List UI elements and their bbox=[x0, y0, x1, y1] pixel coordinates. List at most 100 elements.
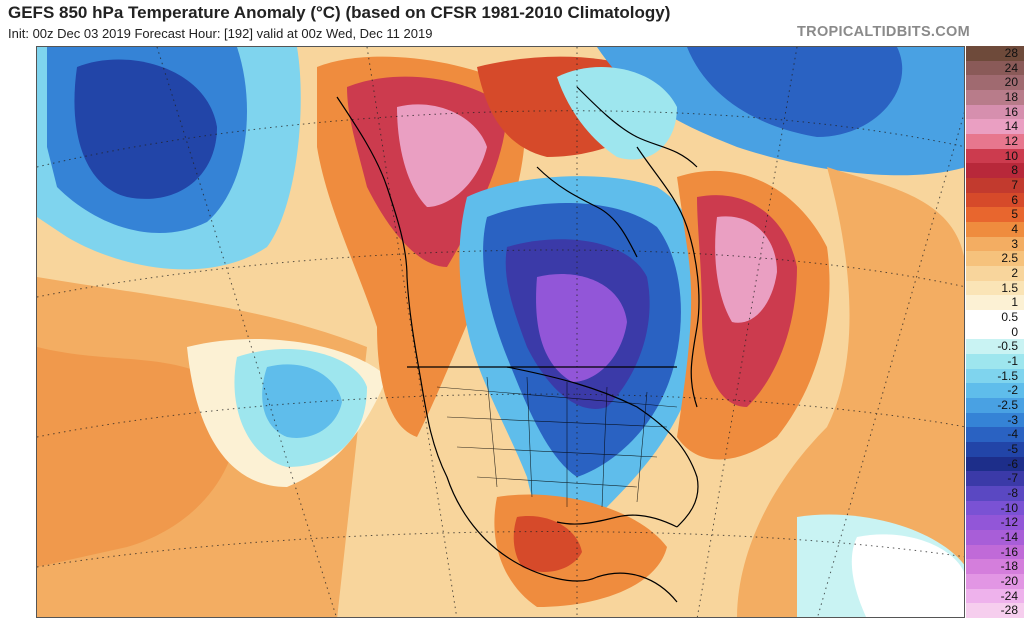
state-borders bbox=[436, 376, 678, 508]
colorbar-step: 0 bbox=[966, 324, 1024, 340]
colorbar-label: 28 bbox=[1004, 46, 1018, 60]
colorbar-label: 10 bbox=[1004, 148, 1018, 163]
colorbar-label: 16 bbox=[1004, 104, 1018, 119]
colorbar-swatch bbox=[966, 75, 1024, 90]
colorbar-step: -6 bbox=[966, 456, 1024, 472]
colorbar-label: 1.5 bbox=[1001, 280, 1018, 295]
colorbar-step: 3 bbox=[966, 236, 1024, 252]
colorbar-step: 1.5 bbox=[966, 280, 1024, 296]
colorbar-step: -20 bbox=[966, 574, 1024, 589]
colorbar-swatch bbox=[966, 500, 1024, 516]
colorbar-label: -16 bbox=[1000, 544, 1018, 559]
colorbar-label: 0.5 bbox=[1001, 310, 1018, 324]
colorbar-label: 6 bbox=[1011, 192, 1018, 207]
colorbar-label: -2 bbox=[1007, 383, 1018, 398]
colorbar-label: -1 bbox=[1007, 354, 1018, 368]
colorbar-step: 7 bbox=[966, 178, 1024, 193]
colorbar-label: 2 bbox=[1011, 266, 1018, 280]
warm-atlantic-peak bbox=[715, 216, 777, 323]
colorbar-step: -14 bbox=[966, 530, 1024, 545]
colorbar-label: 24 bbox=[1004, 60, 1018, 75]
colorbar-label: -5 bbox=[1007, 442, 1018, 456]
colorbar-step: -4 bbox=[966, 427, 1024, 442]
warm-mexico-core bbox=[513, 516, 582, 572]
cold-pacific-deep bbox=[74, 59, 217, 199]
colorbar-swatch bbox=[966, 46, 1024, 61]
colorbar-step: 18 bbox=[966, 90, 1024, 105]
colorbar-label: -0.5 bbox=[997, 339, 1018, 354]
colorbar-label: 1 bbox=[1011, 295, 1018, 310]
colorbar-swatch bbox=[966, 515, 1024, 530]
colorbar-step: -2 bbox=[966, 383, 1024, 398]
cold-trough-core bbox=[536, 274, 627, 382]
colorbar-swatch bbox=[966, 412, 1024, 428]
colorbar-swatch bbox=[966, 148, 1024, 164]
page-title: GEFS 850 hPa Temperature Anomaly (°C) (b… bbox=[8, 3, 671, 22]
colorbar-step: 1 bbox=[966, 295, 1024, 310]
colorbar-step: 16 bbox=[966, 104, 1024, 120]
colorbar-swatch bbox=[966, 236, 1024, 252]
colorbar-step: -7 bbox=[966, 471, 1024, 486]
colorbar-step: 8 bbox=[966, 163, 1024, 178]
colorbar-label: -4 bbox=[1007, 427, 1018, 442]
colorbar-swatch bbox=[966, 383, 1024, 398]
colorbar-swatch bbox=[966, 266, 1024, 281]
colorbar-step: 20 bbox=[966, 75, 1024, 90]
colorbar-label: 7 bbox=[1011, 178, 1018, 192]
colorbar-step: 24 bbox=[966, 60, 1024, 76]
warm-atlantic-east bbox=[737, 167, 964, 617]
colorbar-swatch bbox=[966, 442, 1024, 457]
colorbar-label: -24 bbox=[1000, 588, 1018, 603]
colorbar-step: 2 bbox=[966, 266, 1024, 281]
colorbar-swatch bbox=[966, 280, 1024, 296]
colorbar-step: 28 bbox=[966, 46, 1024, 61]
colorbar-swatch bbox=[966, 163, 1024, 178]
colorbar-label: -7 bbox=[1007, 471, 1018, 486]
colorbar-step: 5 bbox=[966, 207, 1024, 222]
colorbar-label: 4 bbox=[1011, 222, 1018, 236]
anomaly-map bbox=[36, 46, 965, 618]
coastlines bbox=[336, 86, 700, 603]
colorbar-swatch bbox=[966, 60, 1024, 76]
colorbar-label: 5 bbox=[1011, 207, 1018, 222]
colorbar-step: 6 bbox=[966, 192, 1024, 208]
colorbar-swatch bbox=[966, 324, 1024, 340]
colorbar-label: 3 bbox=[1011, 236, 1018, 251]
colorbar-swatch bbox=[966, 544, 1024, 560]
colorbar-step: -1.5 bbox=[966, 368, 1024, 384]
anomaly-map-svg bbox=[37, 47, 964, 617]
cold-arctic-core bbox=[687, 47, 903, 137]
colorbar-swatch bbox=[966, 574, 1024, 589]
graticule bbox=[37, 47, 964, 617]
colorbar-step: -10 bbox=[966, 500, 1024, 516]
colorbar-label: -1.5 bbox=[997, 368, 1018, 383]
colorbar-step: -0.5 bbox=[966, 339, 1024, 354]
colorbar-step: -5 bbox=[966, 442, 1024, 457]
colorbar-label: -14 bbox=[1000, 530, 1018, 544]
colorbar-legend: 28 24 20 18 16 14 12 10 8 7 6 5 4 3 2.5 2 1.5 1 0.5 0 -0.5 -1… bbox=[966, 46, 1024, 618]
colorbar-swatch bbox=[966, 310, 1024, 325]
colorbar-label: -3 bbox=[1007, 412, 1018, 427]
colorbar-step: -16 bbox=[966, 544, 1024, 560]
colorbar-swatch bbox=[966, 339, 1024, 354]
colorbar-step: -28 bbox=[966, 603, 1024, 618]
colorbar-swatch bbox=[966, 486, 1024, 501]
colorbar-swatch bbox=[966, 119, 1024, 134]
cold-pacific-subtropical-core bbox=[262, 364, 342, 438]
colorbar-swatch bbox=[966, 398, 1024, 413]
colorbar-label: 12 bbox=[1004, 134, 1018, 148]
colorbar-swatch bbox=[966, 207, 1024, 222]
colorbar-swatch bbox=[966, 354, 1024, 369]
colorbar-swatch bbox=[966, 104, 1024, 120]
colorbar-swatch bbox=[966, 192, 1024, 208]
colorbar-label: 2.5 bbox=[1001, 251, 1018, 266]
colorbar-label: -20 bbox=[1000, 574, 1018, 588]
colorbar-label: 0 bbox=[1011, 324, 1018, 339]
colorbar-swatch bbox=[966, 456, 1024, 472]
colorbar-step: 14 bbox=[966, 119, 1024, 134]
colorbar-swatch bbox=[966, 90, 1024, 105]
colorbar-swatch bbox=[966, 559, 1024, 574]
brand-watermark: TROPICALTIDBITS.COM bbox=[797, 24, 970, 40]
colorbar-swatch bbox=[966, 134, 1024, 149]
colorbar-swatch bbox=[966, 222, 1024, 237]
